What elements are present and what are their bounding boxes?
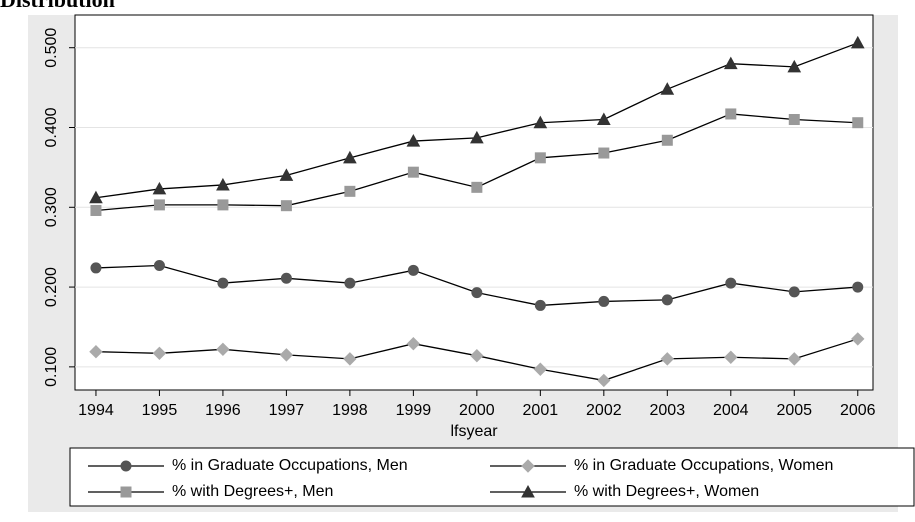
legend-label: % in Graduate Occupations, Men <box>172 457 408 474</box>
x-tick-label: 1997 <box>269 402 305 419</box>
data-point <box>153 199 165 211</box>
data-point <box>407 264 419 276</box>
data-point <box>723 56 738 70</box>
data-point <box>344 185 356 197</box>
data-point <box>217 199 229 211</box>
data-point <box>343 352 357 366</box>
legend <box>69 447 915 507</box>
x-tick-label: 1994 <box>78 402 114 419</box>
data-point <box>852 117 864 129</box>
data-point <box>533 362 548 376</box>
data-point <box>471 287 483 299</box>
data-point <box>90 262 102 274</box>
y-tick-label: 0.500 <box>43 28 60 68</box>
chart-title: Distribution <box>0 0 115 12</box>
y-tick-label: 0.100 <box>43 347 60 387</box>
legend-label: % in Graduate Occupations, Women <box>574 457 833 474</box>
x-tick-label: 1996 <box>205 402 241 419</box>
x-tick-label: 2006 <box>840 402 876 419</box>
legend-label: % with Degrees+, Women <box>574 483 759 500</box>
x-axis-title: lfsyear <box>450 423 498 440</box>
data-point <box>660 82 675 95</box>
data-point <box>407 166 419 178</box>
data-point <box>660 352 675 366</box>
data-point <box>534 299 546 311</box>
plot-region <box>74 14 874 391</box>
data-point <box>344 277 356 289</box>
data-point <box>788 114 800 126</box>
data-point <box>533 115 548 129</box>
x-tick-label: 2005 <box>776 402 812 419</box>
data-point <box>470 348 484 363</box>
data-point <box>725 108 737 120</box>
data-point <box>217 277 229 289</box>
data-point <box>596 112 611 126</box>
data-point <box>851 332 865 346</box>
x-tick-label: 2000 <box>459 402 495 419</box>
data-point <box>216 342 230 357</box>
data-point <box>850 35 865 49</box>
x-tick-label: 2003 <box>650 402 686 419</box>
data-point <box>787 59 802 73</box>
data-point <box>788 286 800 298</box>
x-tick-label: 1999 <box>396 402 432 419</box>
data-point <box>597 373 611 388</box>
data-point <box>406 134 421 147</box>
data-point <box>852 281 864 293</box>
y-tick-label: 0.400 <box>43 107 60 147</box>
x-tick-label: 2002 <box>586 402 622 419</box>
legend-label: % with Degrees+, Men <box>172 483 333 500</box>
data-point <box>90 204 102 216</box>
data-point <box>598 295 610 307</box>
data-point <box>661 294 673 306</box>
y-tick-label: 0.300 <box>43 187 60 227</box>
data-point <box>725 277 737 289</box>
data-point <box>280 200 292 212</box>
data-point <box>216 177 230 191</box>
data-point <box>89 344 103 359</box>
data-point <box>724 350 738 364</box>
data-point <box>153 260 165 272</box>
data-point <box>471 181 483 193</box>
legend-marker <box>120 460 132 472</box>
data-point <box>280 272 292 284</box>
legend-marker <box>521 484 535 498</box>
x-tick-label: 2001 <box>523 402 559 419</box>
legend-marker <box>120 486 132 498</box>
data-point <box>152 346 167 361</box>
data-point <box>534 152 546 164</box>
data-point <box>598 147 610 159</box>
data-point <box>343 150 357 164</box>
legend-marker <box>521 459 535 473</box>
data-point <box>787 352 801 366</box>
data-point <box>279 348 294 362</box>
data-point <box>470 130 484 144</box>
data-point <box>406 337 421 351</box>
x-tick-label: 1998 <box>332 402 368 419</box>
x-tick-label: 1995 <box>142 402 178 419</box>
y-tick-label: 0.200 <box>43 267 60 307</box>
x-tick-label: 2004 <box>713 402 749 419</box>
data-point <box>89 190 103 204</box>
data-point <box>152 181 167 195</box>
data-point <box>661 134 673 146</box>
data-point <box>279 168 294 181</box>
